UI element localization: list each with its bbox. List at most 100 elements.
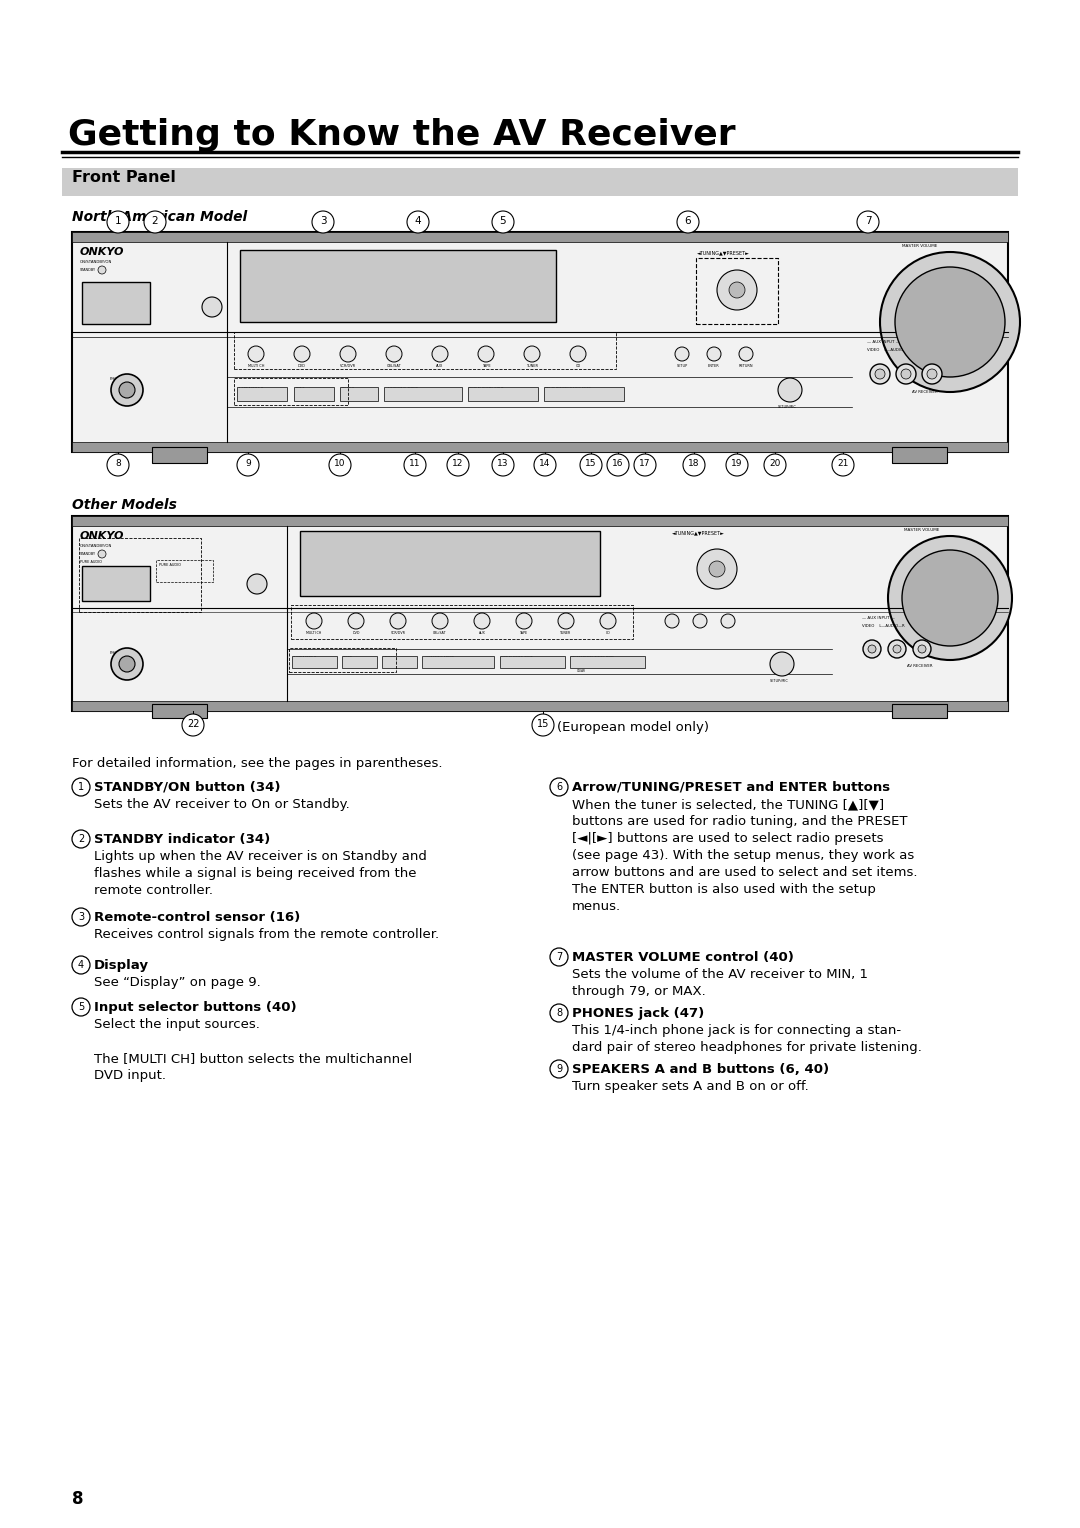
Text: ON/STANDBY/ON: ON/STANDBY/ON	[80, 260, 112, 264]
Circle shape	[922, 364, 942, 384]
Text: DVD: DVD	[298, 364, 306, 368]
Text: PHONES: PHONES	[110, 651, 126, 656]
Circle shape	[534, 454, 556, 477]
Circle shape	[868, 645, 876, 652]
Text: This 1/4-inch phone jack is for connecting a stan-
dard pair of stereo headphone: This 1/4-inch phone jack is for connecti…	[572, 1024, 922, 1054]
Text: Other Models: Other Models	[72, 498, 177, 512]
Circle shape	[492, 211, 514, 232]
Bar	[468, 387, 538, 400]
Circle shape	[524, 345, 540, 362]
Bar	[240, 251, 556, 322]
Text: STANDBY: STANDBY	[80, 267, 96, 272]
Text: MASTER VOLUME: MASTER VOLUME	[904, 529, 940, 532]
Circle shape	[927, 368, 937, 379]
Text: TUNER: TUNER	[561, 631, 571, 636]
Text: 16: 16	[612, 458, 624, 468]
Text: AV RECEIVER: AV RECEIVER	[907, 665, 932, 668]
Text: TUNER: TUNER	[526, 364, 538, 368]
Text: Input selector buttons (40): Input selector buttons (40)	[94, 1001, 297, 1015]
Text: A SPEAKERS B: A SPEAKERS B	[293, 656, 316, 660]
Text: PTY/TP MEMORY TUNING MODE: PTY/TP MEMORY TUNING MODE	[545, 387, 591, 391]
Text: 17: 17	[639, 458, 651, 468]
Circle shape	[98, 266, 106, 274]
Text: Turn speaker sets A and B on or off.: Turn speaker sets A and B on or off.	[572, 1080, 809, 1093]
Circle shape	[550, 1060, 568, 1077]
Text: 9: 9	[556, 1063, 562, 1074]
Circle shape	[770, 652, 794, 675]
Circle shape	[144, 211, 166, 232]
Text: ◄TUNING▲▼PRESET►: ◄TUNING▲▼PRESET►	[672, 530, 725, 535]
Text: 15: 15	[585, 458, 597, 468]
Text: PURE AUDIO: PURE AUDIO	[80, 559, 102, 564]
Circle shape	[764, 454, 786, 477]
Circle shape	[404, 454, 426, 477]
Bar	[422, 656, 494, 668]
Text: 12: 12	[453, 458, 463, 468]
Text: MULTI CH: MULTI CH	[307, 631, 322, 636]
Text: 8: 8	[116, 458, 121, 468]
Text: RETURN: RETURN	[739, 364, 753, 368]
Text: DISPLAY DIGITAL INPUT: DISPLAY DIGITAL INPUT	[501, 656, 532, 660]
Text: 8: 8	[72, 1490, 83, 1508]
Text: 5: 5	[500, 215, 507, 226]
Text: CBL/SAT: CBL/SAT	[433, 631, 447, 636]
Circle shape	[329, 454, 351, 477]
Bar	[72, 516, 1008, 526]
Text: Front Panel: Front Panel	[72, 170, 176, 185]
Text: DVD: DVD	[352, 631, 360, 636]
Text: PURE AUDIO: PURE AUDIO	[159, 562, 180, 567]
Text: When the tuner is selected, the TUNING [▲][▼]
buttons are used for radio tuning,: When the tuner is selected, the TUNING […	[572, 798, 918, 914]
Text: MASTER VOLUME: MASTER VOLUME	[902, 244, 937, 248]
Text: 13: 13	[497, 458, 509, 468]
Text: 2: 2	[151, 215, 159, 226]
Text: ENTER: ENTER	[708, 364, 720, 368]
Circle shape	[600, 613, 616, 630]
Circle shape	[72, 998, 90, 1016]
Text: ONKYO: ONKYO	[80, 532, 124, 541]
Text: 15: 15	[537, 720, 550, 729]
Circle shape	[474, 613, 490, 630]
Circle shape	[107, 211, 129, 232]
Bar	[500, 656, 565, 668]
Bar	[72, 442, 1008, 452]
Circle shape	[390, 613, 406, 630]
Circle shape	[237, 454, 259, 477]
Circle shape	[893, 645, 901, 652]
Circle shape	[778, 377, 802, 402]
Circle shape	[432, 613, 448, 630]
Bar	[62, 168, 1018, 196]
Text: ◄TUNING▲▼PRESET►: ◄TUNING▲▼PRESET►	[697, 251, 750, 255]
Text: 5: 5	[78, 1002, 84, 1012]
Text: Sets the volume of the AV receiver to MIN, 1
through 79, or MAX.: Sets the volume of the AV receiver to MI…	[572, 969, 868, 998]
Text: ◄LISTENING MODE►: ◄LISTENING MODE►	[384, 387, 421, 391]
Circle shape	[901, 368, 912, 379]
Circle shape	[248, 345, 264, 362]
Text: SPEAKERS A and B buttons (6, 40): SPEAKERS A and B buttons (6, 40)	[572, 1063, 829, 1076]
Circle shape	[665, 614, 679, 628]
Circle shape	[888, 640, 906, 659]
Bar	[72, 516, 1008, 711]
Circle shape	[570, 345, 586, 362]
Text: (European model only): (European model only)	[557, 721, 708, 733]
Text: 10: 10	[334, 458, 346, 468]
Bar	[382, 656, 417, 668]
Circle shape	[119, 382, 135, 397]
Circle shape	[72, 830, 90, 848]
Text: 3: 3	[320, 215, 326, 226]
Circle shape	[683, 454, 705, 477]
Text: TAPE: TAPE	[519, 631, 528, 636]
Text: 11: 11	[409, 458, 421, 468]
Text: Lights up when the AV receiver is on Standby and
flashes while a signal is being: Lights up when the AV receiver is on Sta…	[94, 850, 427, 897]
Circle shape	[111, 374, 143, 406]
Circle shape	[532, 714, 554, 736]
Text: PTY/TP MEMORY TUNING MODE: PTY/TP MEMORY TUNING MODE	[571, 656, 615, 660]
Text: Arrow/TUNING/PRESET and ENTER buttons: Arrow/TUNING/PRESET and ENTER buttons	[572, 781, 890, 795]
Bar	[72, 232, 1008, 241]
Text: Getting to Know the AV Receiver: Getting to Know the AV Receiver	[68, 118, 735, 151]
Circle shape	[675, 347, 689, 361]
Text: ON/STANDBY/ON: ON/STANDBY/ON	[80, 544, 112, 549]
Circle shape	[550, 947, 568, 966]
Text: Receives control signals from the remote controller.: Receives control signals from the remote…	[94, 927, 440, 941]
Text: 14: 14	[539, 458, 551, 468]
Circle shape	[72, 778, 90, 796]
